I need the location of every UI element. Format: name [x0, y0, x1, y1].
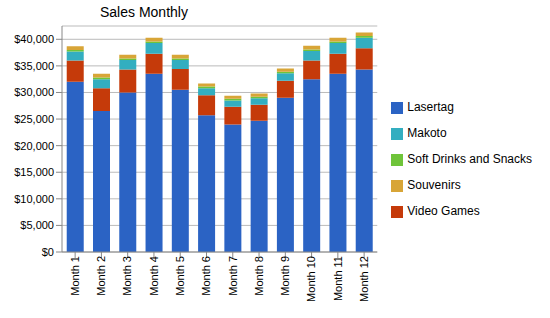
svg-text:$30,000: $30,000: [14, 86, 54, 98]
svg-text:Month 6: Month 6: [200, 256, 212, 296]
svg-text:Month 9: Month 9: [279, 256, 291, 296]
svg-text:$25,000: $25,000: [14, 113, 54, 125]
svg-text:Month 3: Month 3: [121, 256, 133, 296]
html-text:Souvenirs: Souvenirs: [407, 178, 461, 192]
svg-text:$40,000: $40,000: [14, 33, 54, 45]
svg-text:Month 12: Month 12: [358, 256, 370, 302]
svg-text:Month 11: Month 11: [332, 256, 344, 301]
svg-text:Month 2: Month 2: [95, 256, 107, 296]
svg-text:$15,000: $15,000: [14, 166, 54, 178]
svg-text:$20,000: $20,000: [14, 140, 54, 152]
svg-text:$0: $0: [42, 246, 54, 258]
html-text:Video Games: Video Games: [407, 204, 480, 218]
html-text:Soft Drinks and Snacks: Soft Drinks and Snacks: [407, 152, 532, 166]
svg-text:Month 5: Month 5: [174, 256, 186, 296]
svg-text:Month 4: Month 4: [148, 256, 160, 296]
svg-text:Month 10: Month 10: [305, 256, 317, 302]
html-text:Sales Monthly: Sales Monthly: [100, 4, 188, 20]
html-text:Makoto: Makoto: [407, 126, 447, 140]
svg-text:$5,000: $5,000: [20, 219, 54, 231]
svg-text:Month 1: Month 1: [69, 256, 81, 296]
svg-text:$10,000: $10,000: [14, 193, 54, 205]
svg-text:Month 8: Month 8: [253, 256, 265, 296]
html-text:Lasertag: Lasertag: [407, 100, 454, 114]
svg-text:$35,000: $35,000: [14, 60, 54, 72]
svg-text:Month 7: Month 7: [227, 256, 239, 296]
